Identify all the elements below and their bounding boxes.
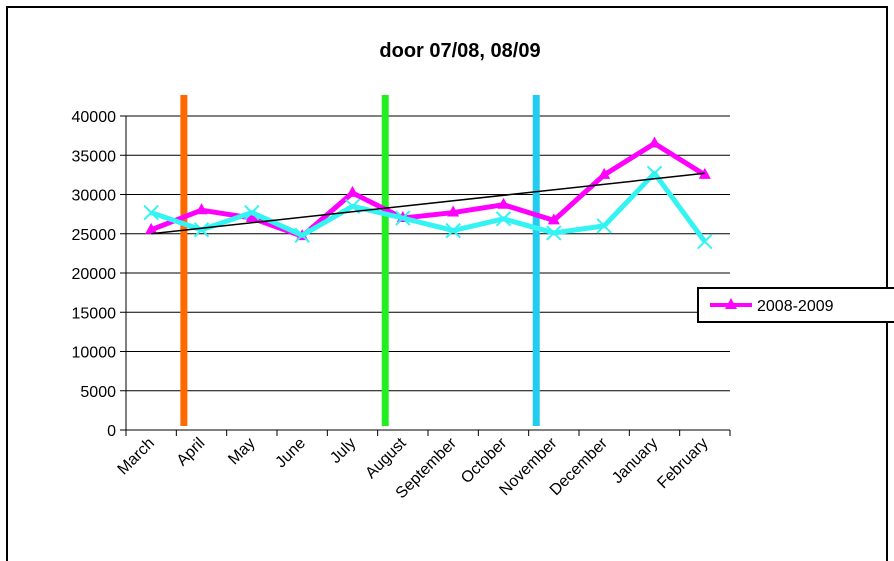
marker-stroke xyxy=(495,211,512,227)
data-point-marker xyxy=(596,218,612,234)
marker-stroke xyxy=(546,225,562,241)
y-tick-label: 20000 xyxy=(72,266,117,283)
y-tick-label: 0 xyxy=(107,423,116,440)
marker-stroke xyxy=(445,222,461,239)
y-tick-label: 15000 xyxy=(72,305,117,322)
data-point-marker xyxy=(648,136,661,148)
vertical-markers xyxy=(180,95,540,426)
marker-stroke xyxy=(294,227,310,244)
legend: 2008-2009 xyxy=(697,287,894,323)
data-point-marker xyxy=(598,167,611,179)
y-tick-label: 35000 xyxy=(72,148,117,165)
data-point-marker xyxy=(294,227,310,244)
marker-stroke xyxy=(344,198,361,214)
marker-stroke xyxy=(193,222,210,238)
legend-series-marker xyxy=(725,298,737,309)
y-tick-label: 25000 xyxy=(72,227,117,244)
data-point-marker xyxy=(143,204,159,221)
data-point-marker xyxy=(395,210,411,226)
data-point-marker xyxy=(244,204,260,221)
data-point-marker xyxy=(447,205,460,217)
trendline xyxy=(151,172,705,235)
data-point-marker xyxy=(547,213,560,225)
marker-stroke xyxy=(143,204,159,221)
data-point-marker xyxy=(145,222,158,234)
y-tick-label: 30000 xyxy=(72,188,117,205)
chart-title: door 07/08, 08/09 xyxy=(379,40,540,62)
data-point-marker xyxy=(697,233,713,250)
data-point-marker xyxy=(195,203,208,215)
marker-stroke xyxy=(596,218,612,234)
y-tick-label: 10000 xyxy=(72,345,117,362)
marker-stroke xyxy=(244,204,260,221)
data-point-marker xyxy=(497,197,510,209)
data-point-marker xyxy=(245,211,258,223)
series-line xyxy=(150,170,707,244)
gridlines xyxy=(126,115,730,392)
legend-series-label: 2008-2009 xyxy=(757,298,834,315)
y-tick-label: 5000 xyxy=(80,384,116,401)
data-point-marker xyxy=(445,222,461,239)
data-point-marker xyxy=(546,225,562,241)
marker-stroke xyxy=(697,233,713,250)
y-tick-label: 40000 xyxy=(72,109,117,126)
data-point-marker xyxy=(495,211,512,227)
marker-stroke xyxy=(395,210,411,226)
data-point-marker xyxy=(193,222,210,238)
data-point-marker xyxy=(346,185,359,197)
chart-border xyxy=(6,6,888,561)
y-axis-ticks: 0 5000 10000 15000 20000 25000 30000 35000 40000 xyxy=(72,109,126,440)
series-group xyxy=(143,136,713,250)
marker-stroke xyxy=(646,165,663,182)
